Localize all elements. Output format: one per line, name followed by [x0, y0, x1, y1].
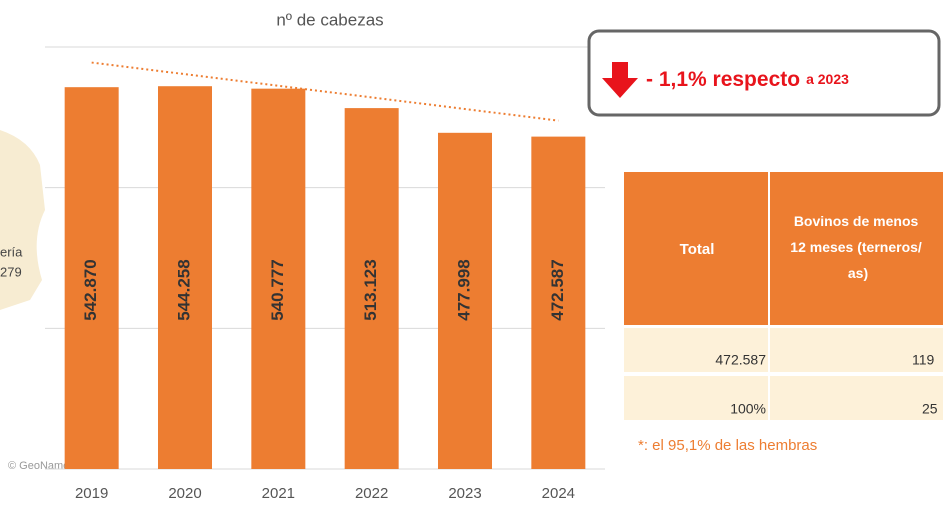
data-label: 540.777: [268, 259, 287, 320]
trendline: [91, 61, 559, 122]
bar: [344, 108, 399, 470]
plot: 2019 542.870 2020 544.258 2021 540.777 2022 513…: [45, 46, 605, 502]
bar: [438, 132, 492, 469]
data-label: 513.123: [361, 259, 380, 320]
table-cell: 100%: [730, 401, 766, 417]
table-header-cell: Bovinos de menos 12 meses (terneros/ as): [790, 213, 925, 281]
map-fragment: [0, 130, 45, 310]
annotation-box: [587, 29, 941, 117]
map-label: ería: [0, 244, 23, 259]
bar: [251, 88, 306, 470]
x-tick-label: 2022: [355, 485, 388, 502]
x-tick-label: 2020: [168, 485, 201, 502]
bar: [64, 87, 119, 470]
data-label: 472.587: [548, 259, 567, 320]
annotation: - 1,1% respecto a 2023: [646, 68, 849, 91]
x-tick-label: 2023: [448, 485, 481, 502]
table-cell: 119: [912, 352, 935, 368]
chart-title: nº de cabezas: [276, 10, 383, 29]
bar: [531, 136, 586, 469]
bar: [158, 86, 212, 470]
table-row: [624, 376, 943, 420]
data-label: 542.870: [81, 259, 100, 320]
x-tick-label: 2024: [542, 485, 575, 502]
data-label: 544.258: [174, 259, 193, 320]
down-arrow: [602, 62, 638, 98]
table-cell: 25: [922, 401, 938, 417]
data-label: 477.998: [454, 259, 473, 320]
x-tick-label: 2019: [75, 485, 108, 502]
footnote: *: el 95,1% de las hembras: [638, 437, 817, 454]
table-cell: 472.587: [715, 352, 766, 368]
table-row: [624, 328, 943, 372]
table-header-cell: Total: [680, 241, 715, 258]
x-tick-label: 2021: [262, 485, 295, 502]
map-label: 279: [0, 264, 22, 279]
table-header: [624, 172, 943, 325]
